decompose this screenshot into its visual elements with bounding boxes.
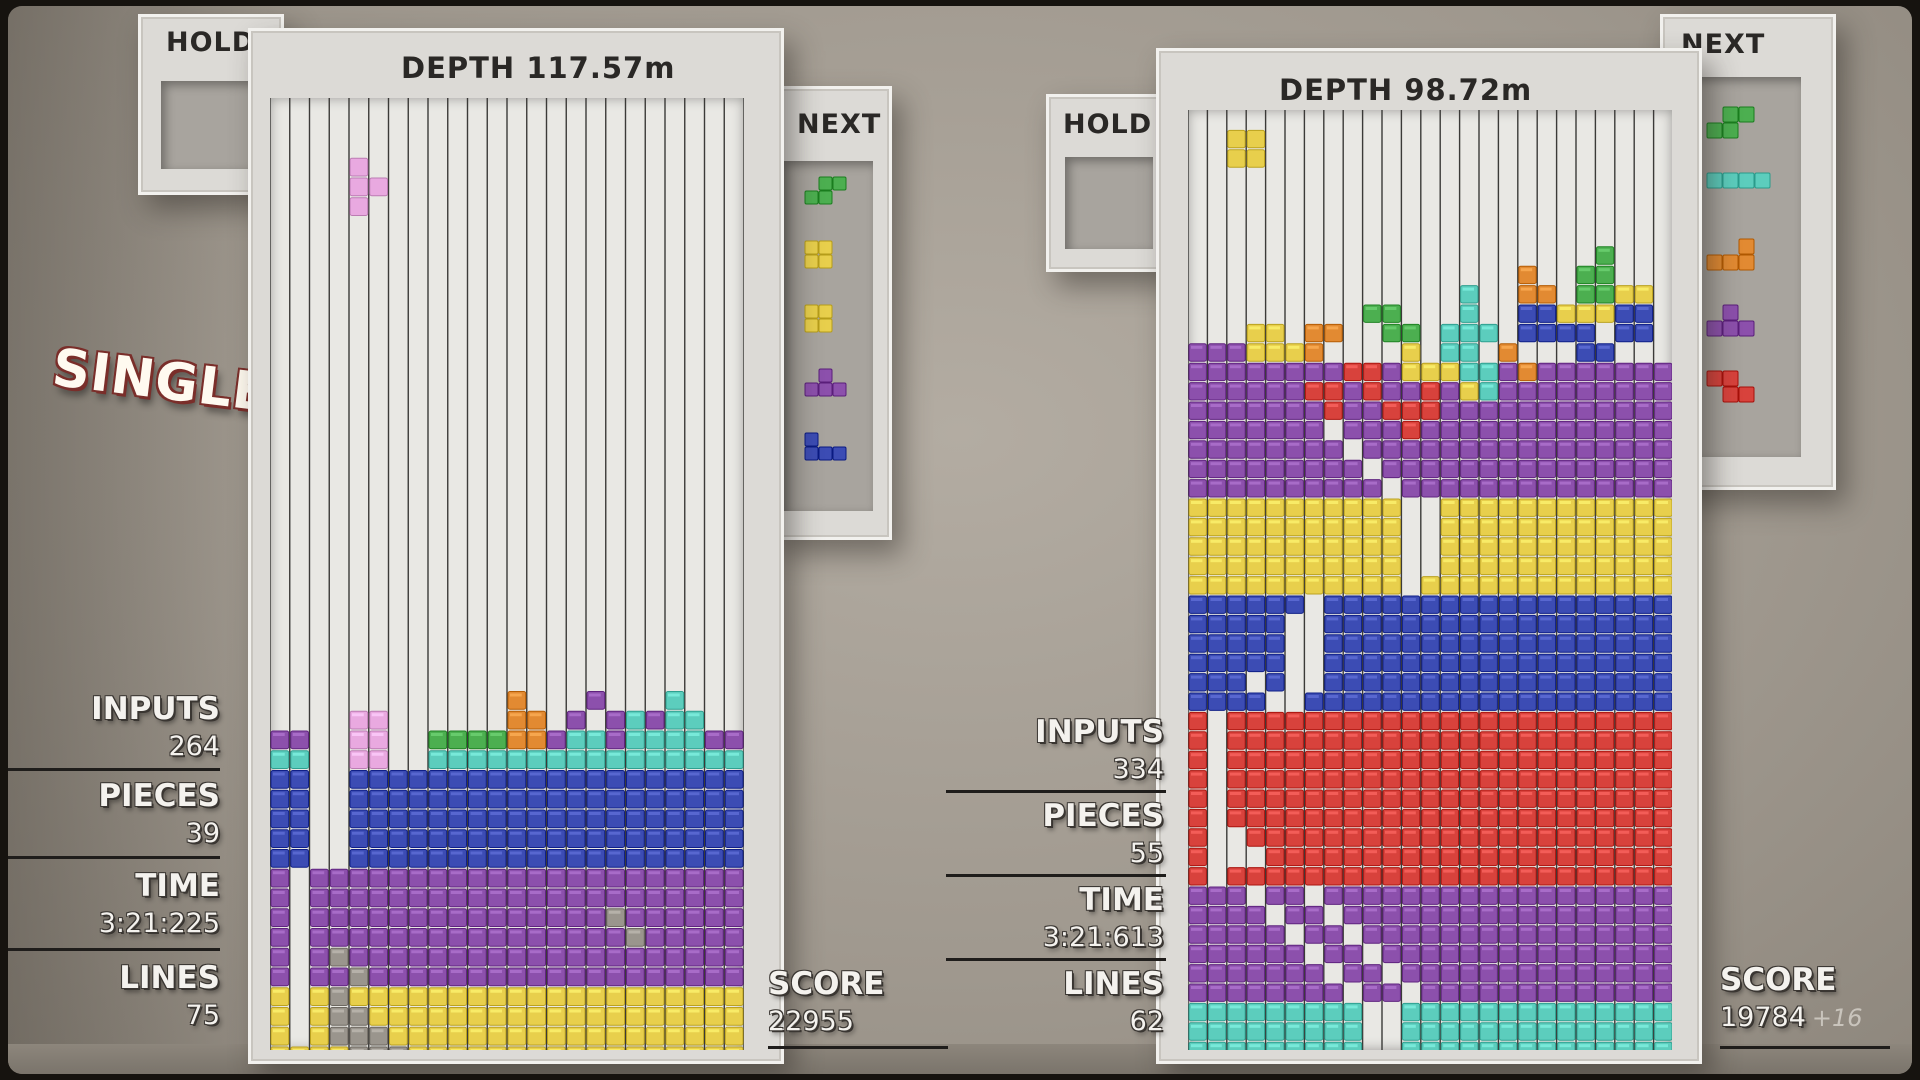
t-piece-icon — [804, 368, 847, 397]
p1-depth-label: DEPTH — [401, 51, 516, 85]
p2-depth-readout: DEPTH 98.72m — [1279, 73, 1532, 107]
active-t-piece — [349, 157, 388, 216]
p1-stat-inputs-label: INPUTS — [91, 691, 220, 727]
p1-depth-readout: DEPTH 117.57m — [401, 51, 675, 85]
o-piece-icon — [804, 304, 833, 333]
s-piece-icon — [804, 176, 847, 205]
p2-hold-frame: HOLD — [1046, 94, 1170, 272]
p1-depth-value: 117.57m — [526, 51, 676, 85]
p1-stat-time: TIME 3:21:225 — [8, 866, 220, 942]
p1-stat-inputs: INPUTS 264 — [8, 689, 220, 765]
p1-hold-label: HOLD — [166, 27, 256, 58]
game-scene: SINGLE HOLD NEXT DEPTH 117.57m INPUTS — [8, 6, 1912, 1074]
p2-stat-time-value: 3:21:613 — [1042, 922, 1164, 953]
p1-next-queue — [783, 161, 873, 511]
p2-score-underline — [1720, 1046, 1890, 1049]
p2-playfield-grid — [1188, 110, 1672, 1050]
p2-stat-divider — [946, 790, 1166, 793]
p1-stat-inputs-value: 264 — [168, 731, 220, 762]
p2-score: SCORE 19784 +16 — [1720, 960, 1863, 1036]
p2-score-value: 19784 — [1720, 1002, 1806, 1033]
p1-next-queue-pieces — [804, 176, 847, 461]
p1-next-label: NEXT — [797, 109, 882, 140]
p1-stat-divider — [8, 856, 220, 859]
p1-score-value: 22955 — [768, 1006, 854, 1037]
p2-stat-lines: LINES 62 — [908, 964, 1164, 1040]
active-o-piece — [1227, 129, 1266, 168]
p2-stat-time: TIME 3:21:613 — [908, 880, 1164, 956]
p2-depth-value: 98.72m — [1404, 73, 1533, 107]
p2-depth-label: DEPTH — [1279, 73, 1394, 107]
p1-stat-divider — [8, 768, 220, 771]
p2-stat-inputs-label: INPUTS — [1035, 714, 1164, 750]
p1-stat-time-label: TIME — [135, 868, 220, 904]
p2-stat-pieces-label: PIECES — [1042, 798, 1164, 834]
p2-stat-time-label: TIME — [1079, 882, 1164, 918]
l-piece-icon — [1706, 238, 1755, 271]
p1-next-frame: NEXT — [768, 86, 892, 540]
p1-stat-divider — [8, 948, 220, 951]
p2-hold-label: HOLD — [1063, 109, 1153, 140]
o-piece-icon — [804, 240, 833, 269]
p1-playfield — [270, 98, 744, 1050]
stacked-blocks — [1188, 246, 1672, 1050]
p2-stat-pieces-value: 55 — [1129, 838, 1164, 869]
p1-stat-lines-label: LINES — [119, 960, 220, 996]
p2-stat-divider — [946, 958, 1166, 961]
p1-score: SCORE 22955 — [768, 964, 884, 1040]
p2-stat-divider — [946, 874, 1166, 877]
p2-stat-inputs-value: 334 — [1112, 754, 1164, 785]
p1-stat-pieces-value: 39 — [185, 818, 220, 849]
stacked-blocks — [270, 691, 744, 1050]
i-piece-icon — [1706, 172, 1771, 189]
p1-playfield-grid — [270, 98, 744, 1050]
p2-hold-slot — [1065, 157, 1153, 249]
p1-score-label: SCORE — [768, 966, 885, 1002]
p1-score-underline — [768, 1046, 948, 1049]
p1-stat-lines: LINES 75 — [8, 958, 220, 1034]
t-piece-icon — [1706, 304, 1755, 337]
p2-stat-pieces: PIECES 55 — [908, 796, 1164, 872]
z-piece-icon — [1706, 370, 1755, 403]
p1-stat-time-value: 3:21:225 — [98, 908, 220, 939]
s-piece-icon — [1706, 106, 1755, 139]
p2-score-value-row: 19784 +16 — [1720, 1000, 1863, 1036]
p1-stat-lines-value: 75 — [185, 1000, 220, 1031]
p2-stat-lines-value: 62 — [1129, 1006, 1164, 1037]
p2-score-bonus: +16 — [1811, 1004, 1863, 1032]
p2-stat-inputs: INPUTS 334 — [908, 712, 1164, 788]
p2-next-queue-pieces — [1706, 106, 1771, 403]
p1-stat-pieces: PIECES 39 — [8, 776, 220, 852]
p1-stat-pieces-label: PIECES — [98, 778, 220, 814]
j-piece-icon — [804, 432, 847, 461]
p2-stat-lines-label: LINES — [1063, 966, 1164, 1002]
p2-score-label: SCORE — [1720, 962, 1837, 998]
p2-playfield — [1188, 110, 1672, 1050]
